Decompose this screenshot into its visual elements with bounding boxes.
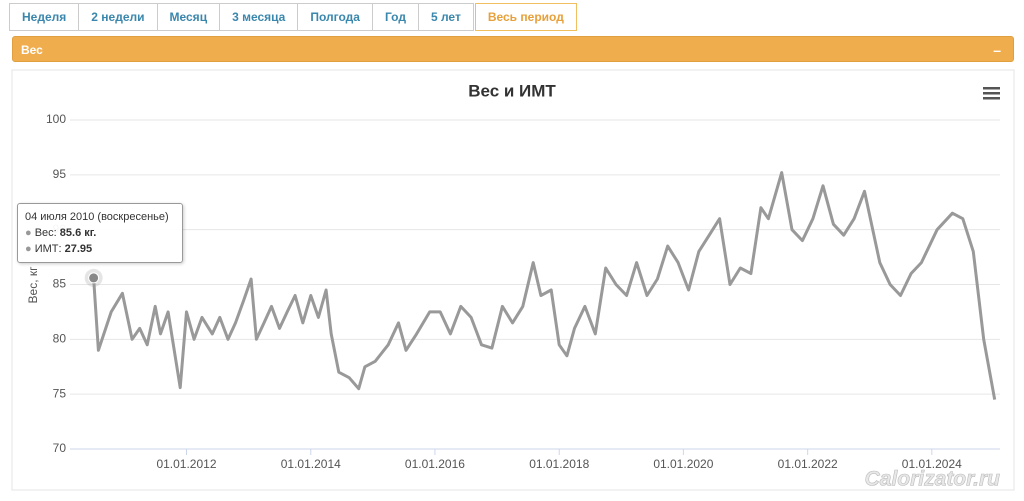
tab[interactable]: Месяц	[156, 3, 221, 31]
collapse-button[interactable]: –	[993, 42, 1001, 58]
tabs: Неделя 2 недели Месяц 3 месяца Полгода Год 5 л…	[9, 3, 577, 31]
tooltip-weight-label: Вес:	[34, 227, 60, 239]
tab[interactable]: 5 лет	[417, 3, 474, 31]
y-tick-label: 70	[53, 441, 67, 455]
x-tick-label: 01.01.2014	[281, 457, 341, 471]
x-tick-label: 01.01.2020	[653, 457, 713, 471]
y-tick-label: 85	[53, 277, 67, 291]
y-axis-label: Вес, кг	[26, 266, 40, 304]
tooltip: 04 июля 2010 (воскресенье) ● Вес: 85.6 к…	[17, 203, 183, 263]
x-tick-label: 01.01.2024	[902, 457, 962, 471]
x-tick-label: 01.01.2012	[156, 457, 216, 471]
watermark: Calorizator.ru	[865, 468, 1001, 491]
menu-icon[interactable]	[983, 87, 1000, 100]
tooltip-bmi-label: ИМТ:	[34, 243, 65, 255]
tab[interactable]: Неделя	[9, 3, 80, 31]
x-tick-label: 01.01.2016	[405, 457, 465, 471]
tooltip-date: 04 июля 2010 (воскресенье)	[25, 211, 169, 223]
y-tick-label: 75	[53, 386, 67, 400]
tab[interactable]: 2 недели	[78, 3, 158, 31]
tab[interactable]: 3 месяца	[219, 3, 299, 31]
tooltip-bmi: 27.95	[64, 243, 93, 255]
x-tick-label: 01.01.2018	[529, 457, 589, 471]
panel-header[interactable]: Вес –	[12, 36, 1014, 62]
tab[interactable]: Весь период	[474, 3, 577, 31]
x-tick-label: 01.01.2022	[778, 457, 838, 471]
y-tick-label: 80	[53, 332, 67, 346]
tooltip-weight: 85.6 кг.	[59, 227, 97, 239]
chart-title: Вес и ИМТ	[468, 81, 556, 100]
panel-title: Вес	[21, 43, 43, 57]
y-tick-label: 95	[53, 167, 67, 181]
y-tick-label: 100	[46, 112, 66, 126]
chart-frame	[11, 69, 1015, 491]
weight-line	[92, 171, 997, 400]
tab[interactable]: Полгода	[297, 3, 373, 31]
hover-marker	[88, 272, 100, 284]
